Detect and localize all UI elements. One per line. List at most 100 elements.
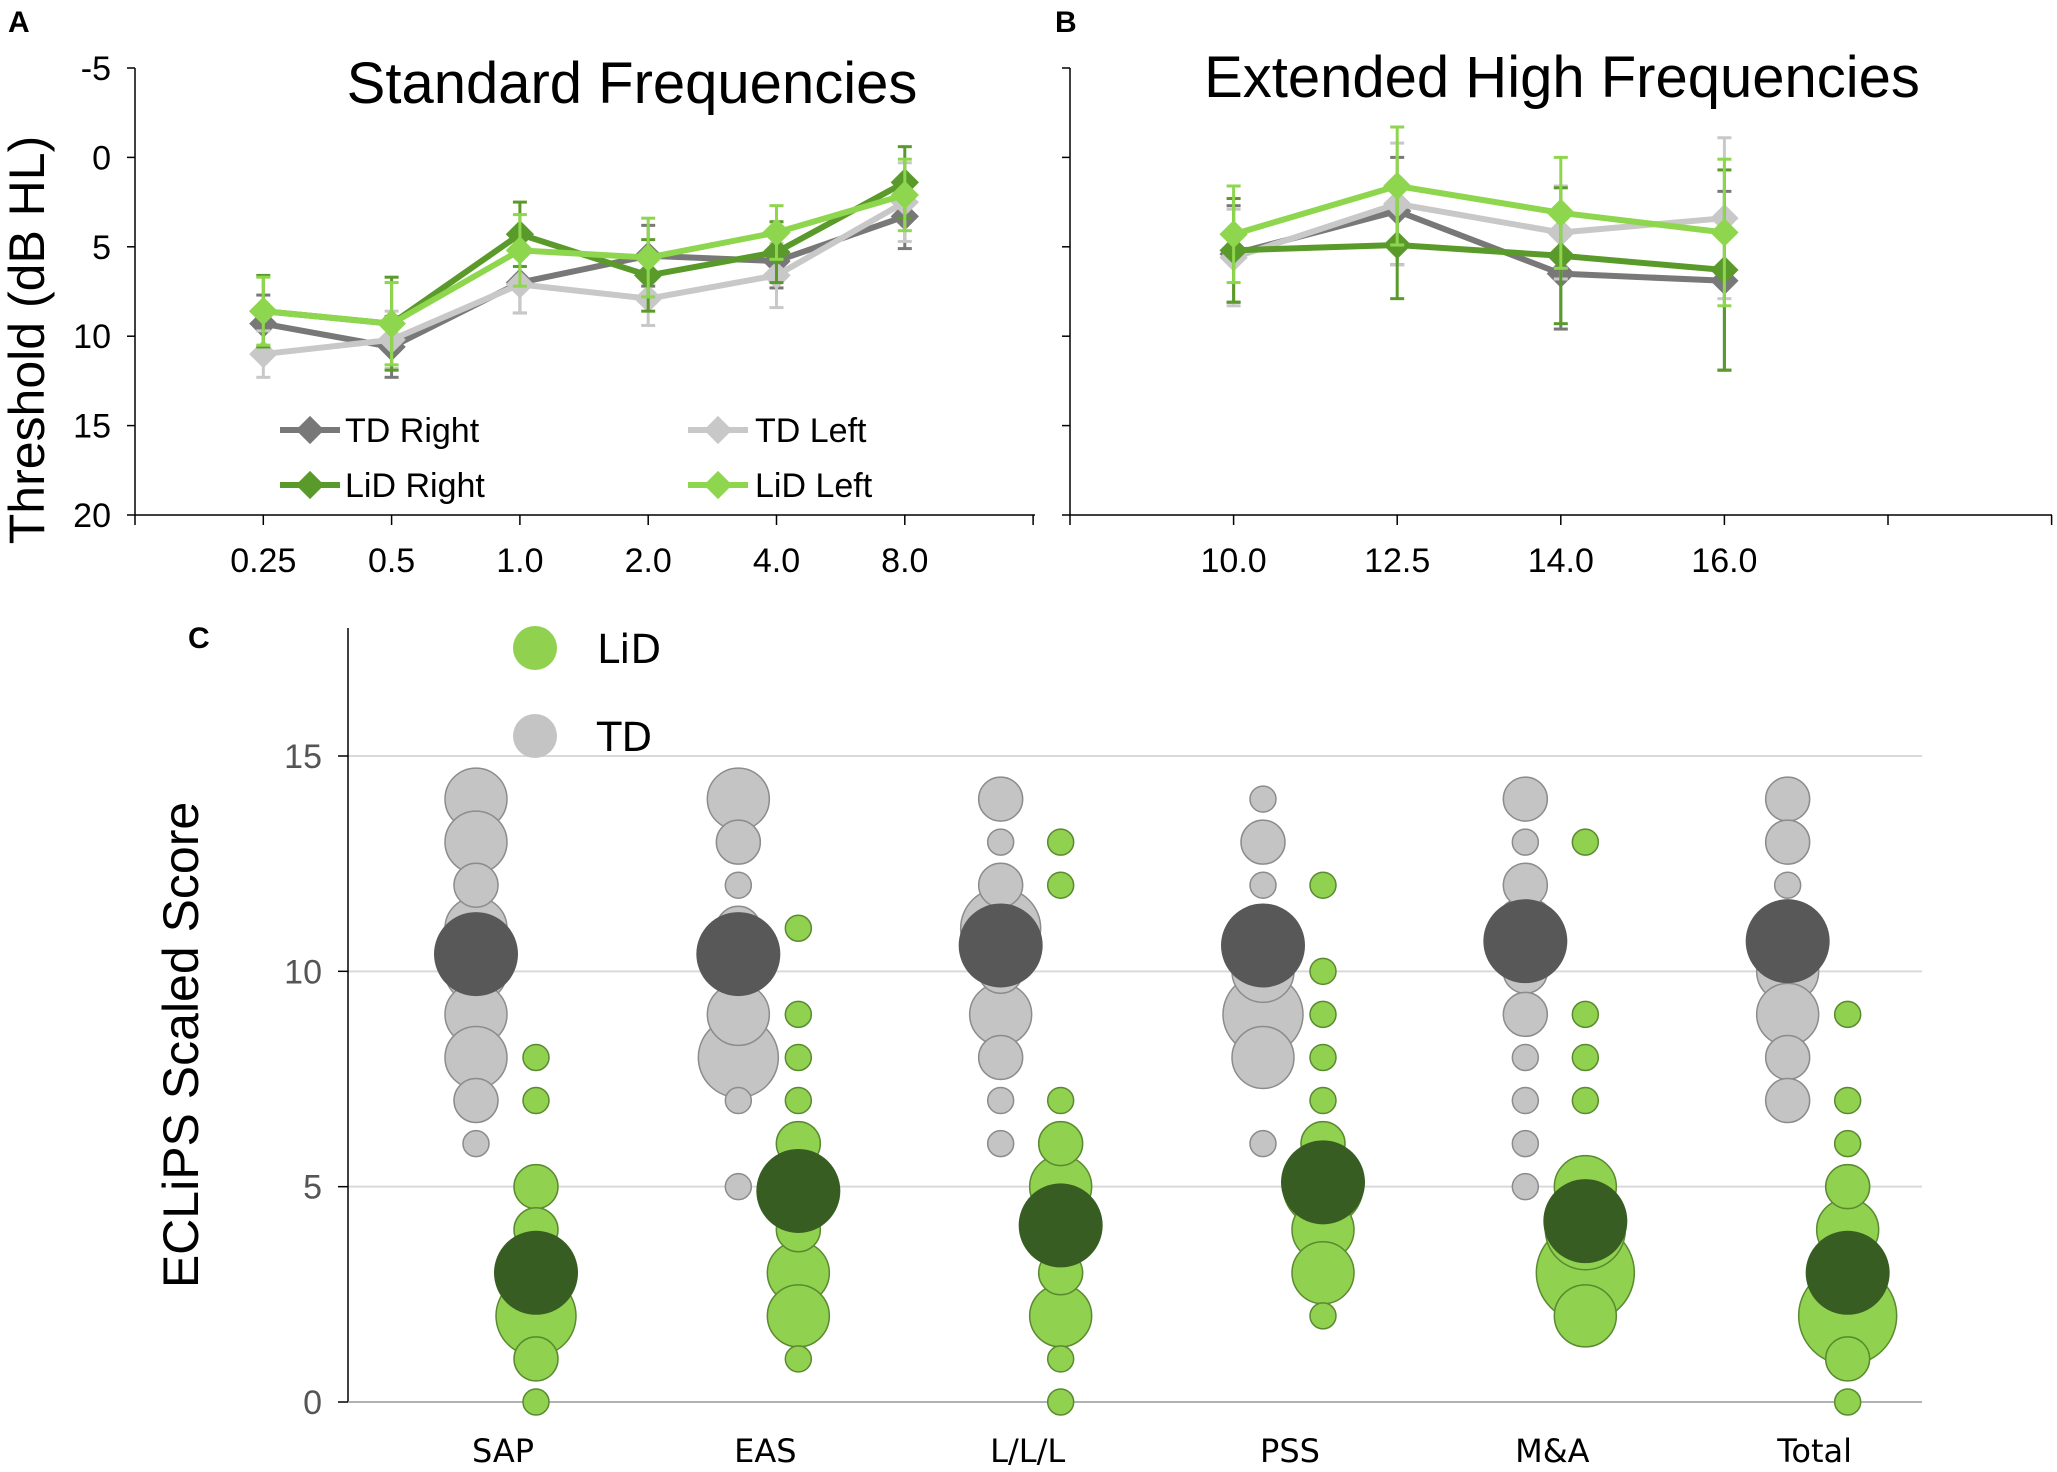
series-lid-left	[249, 157, 919, 367]
lid-bubble	[1046, 1086, 1075, 1115]
lid-bubble	[1046, 871, 1075, 899]
panel-c-ylabel: ECLiPS Scaled Score	[153, 802, 209, 1288]
data-point	[890, 180, 919, 210]
legend-lid-left-marker	[703, 470, 733, 500]
td-bubble	[1502, 776, 1549, 822]
lid-bubble	[522, 1086, 550, 1115]
panel-0-x-tick-label: 8.0	[881, 542, 928, 580]
lid-bubble	[1309, 1043, 1337, 1072]
lid-bubble	[1571, 1086, 1600, 1115]
data-point	[1546, 198, 1575, 227]
td-bubble	[453, 862, 499, 908]
panel-1-x-tick-label: 10.0	[1201, 542, 1267, 580]
data-point	[249, 297, 278, 326]
lid-bubble	[1309, 957, 1337, 986]
lid-bubble	[784, 1000, 813, 1029]
td-bubble	[1249, 871, 1277, 899]
series-lid-left	[1219, 125, 1739, 308]
lid-bubbles-total	[1797, 1000, 1898, 1416]
td-mean-eas	[696, 912, 781, 997]
lid-bubble	[1046, 828, 1075, 856]
td-bubbles-m-a	[1493, 776, 1558, 1201]
lid-bubble	[1309, 871, 1337, 899]
legend-lid: LiD	[513, 626, 661, 673]
legend-lid-right-marker	[295, 470, 325, 500]
td-bubble	[977, 1034, 1024, 1081]
panel-c-x-tick-label: PSS	[1260, 1432, 1320, 1470]
lid-bubble	[1553, 1284, 1618, 1348]
lid-bubble	[1833, 1388, 1862, 1416]
panel-a-plot: -5 0 5 10 15 20 0.25 0.5 1.0 2.0 4.0 8.0	[73, 50, 1035, 580]
lid-bubble	[1046, 1388, 1075, 1416]
lid-bubble	[1571, 1043, 1600, 1072]
legend-td-marker	[513, 714, 557, 758]
td-bubble	[986, 1129, 1015, 1158]
legend-lid-right: LiD Right	[280, 467, 485, 505]
panel-a-ylabel: Threshold (dB HL)	[0, 136, 55, 545]
lid-bubbles-eas	[766, 914, 831, 1373]
panel-c-x-tick-label: SAP	[472, 1432, 534, 1470]
series-line	[263, 192, 906, 327]
data-point	[1710, 218, 1739, 247]
data-point	[762, 218, 791, 247]
lid-bubble	[1309, 1302, 1337, 1330]
td-bubble	[986, 1086, 1015, 1115]
lid-bubble	[784, 1086, 813, 1115]
lid-bubbles-sap	[495, 1043, 577, 1416]
legend-lid-marker	[513, 626, 557, 670]
lid-bubble	[784, 1043, 813, 1072]
lid-mean-pss	[1281, 1140, 1365, 1225]
series-line	[262, 199, 907, 358]
panel-a-title: Standard Frequencies	[347, 51, 918, 116]
lid-bubble	[1824, 1163, 1871, 1210]
td-bubble	[1511, 1172, 1540, 1201]
td-bubble	[462, 1129, 490, 1158]
td-bubble	[715, 819, 762, 865]
legend-lid-label: LiD	[597, 627, 661, 673]
td-mean-total	[1745, 899, 1830, 984]
td-bubble	[1249, 785, 1277, 813]
legend-lid-right-label: LiD Right	[345, 467, 485, 505]
panel-0-y-tick-label: 5	[92, 229, 111, 267]
lid-bubble	[1291, 1241, 1355, 1305]
panel-c-x-tick-label: L/L/L	[990, 1432, 1065, 1470]
td-bubble	[1240, 819, 1286, 865]
panel-0-y-tick-label: 15	[73, 408, 111, 446]
panel-1-x-tick-label: 14.0	[1528, 542, 1594, 580]
td-bubble	[977, 862, 1024, 908]
lid-bubble	[1037, 1120, 1084, 1167]
lid-bubble	[1571, 1000, 1600, 1029]
legend-td: TD	[513, 714, 652, 761]
lid-mean-eas	[756, 1148, 841, 1233]
legend-lid-left-label: LiD Left	[755, 467, 873, 505]
td-bubble	[724, 1172, 753, 1201]
series-line	[1232, 183, 1725, 238]
lid-bubble	[1309, 1086, 1337, 1115]
td-bubble	[1511, 1129, 1540, 1158]
panel-c-y-tick-label: 15	[284, 738, 322, 776]
lid-bubble	[1571, 828, 1600, 856]
lid-bubble	[1046, 1345, 1075, 1373]
td-bubble	[977, 776, 1024, 822]
panel-0-x-tick-label: 0.5	[368, 542, 415, 580]
td-bubble	[986, 828, 1015, 856]
panel-c-x-tick-label: EAS	[734, 1432, 796, 1470]
panel-b-title: Extended High Frequencies	[1204, 45, 1920, 110]
panel-0-y-tick-label: 10	[73, 318, 111, 356]
td-bubble	[1511, 1043, 1540, 1072]
td-bubble	[1511, 1086, 1540, 1115]
lid-mean-sap	[494, 1230, 578, 1315]
legend-td-right-label: TD Right	[345, 412, 480, 450]
data-point	[634, 243, 663, 272]
lid-bubble	[766, 1284, 831, 1348]
panel-1-x-tick-label: 16.0	[1691, 542, 1757, 580]
legend-td-right-marker	[295, 415, 325, 445]
lid-bubble	[513, 1163, 559, 1210]
series-line	[1233, 242, 1725, 274]
td-bubble	[1764, 819, 1811, 865]
panel-c-y-tick-label: 10	[284, 953, 322, 991]
td-bubble	[1511, 828, 1540, 856]
lid-bubble	[522, 1043, 550, 1072]
panel-c-x-tick-label: Total	[1776, 1432, 1852, 1470]
